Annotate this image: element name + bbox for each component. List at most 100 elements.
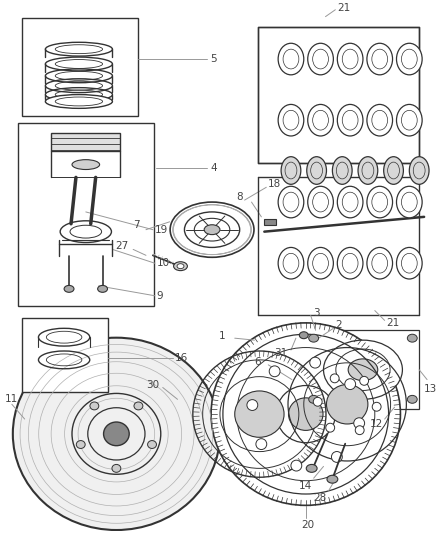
Ellipse shape — [410, 157, 429, 184]
Text: 14: 14 — [299, 481, 312, 491]
Bar — [18, 123, 154, 305]
Text: 4: 4 — [210, 163, 217, 173]
Bar — [51, 133, 120, 151]
Ellipse shape — [204, 225, 220, 235]
Ellipse shape — [148, 441, 156, 448]
Ellipse shape — [64, 285, 74, 292]
Bar — [22, 318, 109, 392]
Text: 5: 5 — [210, 54, 217, 64]
Text: 19: 19 — [155, 225, 168, 235]
Polygon shape — [254, 20, 424, 167]
Ellipse shape — [396, 247, 422, 279]
Bar — [264, 219, 276, 225]
Text: 16: 16 — [175, 353, 188, 363]
Ellipse shape — [367, 187, 392, 218]
Polygon shape — [258, 27, 419, 163]
Ellipse shape — [235, 391, 284, 437]
Ellipse shape — [396, 187, 422, 218]
Ellipse shape — [134, 402, 143, 410]
Text: 7: 7 — [133, 220, 140, 230]
Text: 12: 12 — [370, 419, 383, 429]
Ellipse shape — [278, 247, 304, 279]
Ellipse shape — [13, 338, 220, 530]
Ellipse shape — [90, 402, 99, 410]
Ellipse shape — [326, 384, 368, 424]
Ellipse shape — [354, 418, 364, 429]
Ellipse shape — [211, 323, 400, 505]
Ellipse shape — [367, 104, 392, 136]
Ellipse shape — [309, 334, 318, 342]
Ellipse shape — [384, 157, 403, 184]
Ellipse shape — [326, 423, 335, 432]
Ellipse shape — [112, 464, 121, 472]
Ellipse shape — [330, 374, 339, 383]
Text: 9: 9 — [157, 291, 163, 301]
Ellipse shape — [355, 426, 364, 434]
Ellipse shape — [310, 357, 321, 368]
Ellipse shape — [358, 157, 378, 184]
Text: 10: 10 — [157, 258, 170, 268]
Ellipse shape — [289, 398, 323, 430]
Ellipse shape — [327, 475, 338, 483]
Ellipse shape — [337, 247, 363, 279]
Ellipse shape — [256, 439, 267, 449]
Ellipse shape — [337, 104, 363, 136]
Ellipse shape — [306, 464, 317, 472]
Ellipse shape — [281, 157, 301, 184]
Text: 11: 11 — [5, 394, 18, 405]
Ellipse shape — [360, 376, 369, 385]
Ellipse shape — [46, 94, 113, 108]
Ellipse shape — [396, 104, 422, 136]
Ellipse shape — [337, 43, 363, 75]
Bar — [22, 18, 138, 116]
Ellipse shape — [348, 359, 378, 381]
Ellipse shape — [278, 104, 304, 136]
Text: 6: 6 — [254, 357, 261, 367]
Ellipse shape — [247, 400, 258, 410]
Ellipse shape — [324, 340, 403, 399]
Ellipse shape — [177, 264, 184, 269]
Ellipse shape — [308, 187, 333, 218]
Text: 3: 3 — [313, 308, 319, 318]
Ellipse shape — [367, 43, 392, 75]
Text: 2: 2 — [336, 320, 342, 330]
Text: 27: 27 — [115, 241, 129, 252]
Ellipse shape — [307, 157, 326, 184]
Text: 13: 13 — [424, 384, 438, 394]
Ellipse shape — [72, 160, 99, 169]
Ellipse shape — [98, 285, 107, 292]
Ellipse shape — [372, 402, 381, 411]
Ellipse shape — [407, 395, 417, 403]
Text: 30: 30 — [146, 379, 159, 390]
Text: 31: 31 — [274, 348, 287, 358]
Ellipse shape — [278, 187, 304, 218]
Text: 21: 21 — [337, 3, 350, 13]
Ellipse shape — [396, 43, 422, 75]
Ellipse shape — [170, 202, 254, 257]
Text: 18: 18 — [268, 179, 282, 189]
Text: 21: 21 — [387, 318, 400, 328]
Text: 28: 28 — [314, 493, 327, 503]
Ellipse shape — [337, 187, 363, 218]
Ellipse shape — [309, 395, 318, 403]
Text: 1: 1 — [219, 331, 226, 341]
Ellipse shape — [308, 247, 333, 279]
Ellipse shape — [278, 43, 304, 75]
Ellipse shape — [313, 397, 322, 406]
Ellipse shape — [332, 451, 342, 462]
Text: 20: 20 — [301, 520, 314, 530]
Ellipse shape — [103, 422, 129, 446]
Polygon shape — [306, 330, 419, 409]
Ellipse shape — [308, 104, 333, 136]
Ellipse shape — [269, 366, 280, 377]
Ellipse shape — [291, 460, 302, 471]
Ellipse shape — [308, 43, 333, 75]
Ellipse shape — [76, 441, 85, 448]
Text: 8: 8 — [237, 192, 244, 202]
Ellipse shape — [173, 262, 187, 271]
Ellipse shape — [367, 247, 392, 279]
Ellipse shape — [407, 334, 417, 342]
Ellipse shape — [345, 379, 356, 390]
Ellipse shape — [332, 157, 352, 184]
Ellipse shape — [299, 332, 308, 338]
